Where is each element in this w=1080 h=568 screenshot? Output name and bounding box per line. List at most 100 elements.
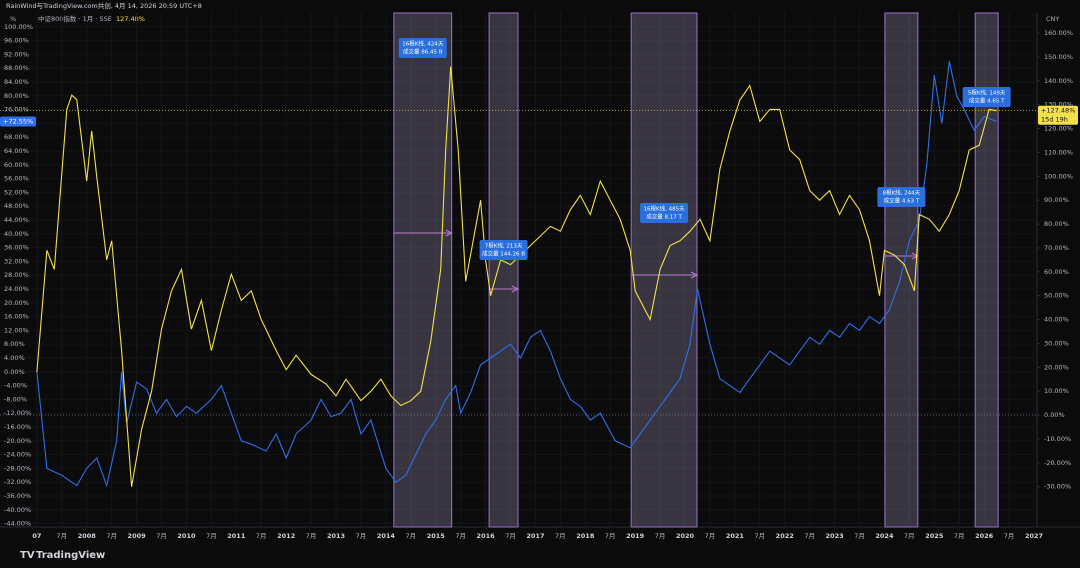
x-tick-label: 7月 xyxy=(505,532,516,540)
y2-tick-label: 30.00% xyxy=(1044,339,1069,347)
y2-tick-label: 120.00% xyxy=(1044,125,1073,133)
y-tick-label: 0.00% xyxy=(4,368,25,376)
x-tick-label: 2012 xyxy=(277,532,295,540)
last-value-badge xyxy=(0,116,36,127)
x-tick-label: 7月 xyxy=(954,532,965,540)
range-label-box xyxy=(962,87,1011,107)
x-tick-label: 2025 xyxy=(925,532,944,540)
x-tick-label: 2009 xyxy=(128,532,147,540)
x-tick-label: 7月 xyxy=(405,532,416,540)
range-label: 16根K线, 424天 xyxy=(402,40,444,48)
range-volume: 成交量 8.17 T xyxy=(646,213,682,221)
y-tick-label: 92.00% xyxy=(4,50,29,58)
series-line xyxy=(36,66,997,487)
y2-tick-label: 140.00% xyxy=(1044,77,1073,85)
x-tick-label: 07 xyxy=(32,532,41,540)
y-tick-label: -44.00% xyxy=(4,520,31,528)
y2-tick-label: 50.00% xyxy=(1044,292,1069,300)
x-tick-label: 7月 xyxy=(854,532,865,540)
brand-name: TradingView xyxy=(36,550,105,561)
y2-tick-label: 100.00% xyxy=(1044,172,1073,180)
date-range xyxy=(393,12,453,528)
x-tick-label: 7月 xyxy=(455,532,466,540)
x-tick-label: 2017 xyxy=(526,532,544,540)
brand: TV TradingView xyxy=(20,550,105,561)
range-label-box xyxy=(479,240,528,260)
x-tick-label: 2018 xyxy=(576,532,595,540)
y-tick-label: 56.00% xyxy=(4,175,29,183)
x-tick-label: 7月 xyxy=(206,532,217,540)
x-tick-label: 7月 xyxy=(106,532,117,540)
y-tick-label: -40.00% xyxy=(4,506,31,514)
y-tick-label: -28.00% xyxy=(4,464,31,472)
x-tick-label: 7月 xyxy=(904,532,915,540)
x-tick-label: 2023 xyxy=(826,532,844,540)
x-tick-label: 2016 xyxy=(477,532,496,540)
y2-unit: CNY xyxy=(1046,15,1059,23)
y-tick-label: -36.00% xyxy=(4,492,31,500)
y2-tick-label: 130.00% xyxy=(1044,101,1073,109)
y-tick-label: 52.00% xyxy=(4,188,29,196)
y-tick-label: 20.00% xyxy=(4,299,29,307)
y2-tick-label: 160.00% xyxy=(1044,29,1073,37)
x-tick-label: 2010 xyxy=(177,532,196,540)
x-tick-label: 2020 xyxy=(676,532,695,540)
y2-tick-label: 40.00% xyxy=(1044,316,1069,324)
y-tick-label: 88.00% xyxy=(4,64,29,72)
y-tick-label: 12.00% xyxy=(4,326,29,334)
x-tick-label: 2026 xyxy=(975,532,994,540)
last-value-label: +127.48% xyxy=(1041,107,1075,115)
y2-tick-label: 90.00% xyxy=(1044,196,1069,204)
date-range xyxy=(488,12,519,528)
y-tick-label: -8.00% xyxy=(4,395,27,403)
y2-tick-label: 70.00% xyxy=(1044,244,1069,252)
x-tick-label: 7月 xyxy=(356,532,367,540)
y2-tick-label: -10.00% xyxy=(1044,435,1071,443)
brand-logo: TV xyxy=(20,550,35,561)
y-tick-label: 60.00% xyxy=(4,161,29,169)
x-tick-label: 2008 xyxy=(78,532,97,540)
y-tick-label: 80.00% xyxy=(4,92,29,100)
x-tick-label: 7月 xyxy=(605,532,616,540)
y2-tick-label: -20.00% xyxy=(1044,459,1071,467)
y2-tick-label: 150.00% xyxy=(1044,53,1073,61)
x-tick-label: 7月 xyxy=(705,532,716,540)
range-label-box xyxy=(640,203,689,223)
range-label: 5根K线, 149天 xyxy=(968,89,1006,97)
range-arrow-head xyxy=(911,252,919,260)
y-tick-label: 96.00% xyxy=(4,37,29,45)
y2-tick-label: 10.00% xyxy=(1044,387,1069,395)
y-tick-label: -16.00% xyxy=(4,423,31,431)
x-tick-label: 2015 xyxy=(427,532,446,540)
y-tick-label: 44.00% xyxy=(4,216,29,224)
y-tick-label: -12.00% xyxy=(4,409,31,417)
y-tick-label: 64.00% xyxy=(4,147,29,155)
range-label: 7根K线, 213天 xyxy=(485,242,523,250)
x-tick-label: 7月 xyxy=(754,532,765,540)
y-tick-label: 8.00% xyxy=(4,340,25,348)
last-value-label: +72.55% xyxy=(3,117,33,125)
x-tick-label: 2013 xyxy=(327,532,345,540)
x-tick-label: 7月 xyxy=(256,532,267,540)
x-tick-label: 2022 xyxy=(776,532,794,540)
x-tick-label: 2021 xyxy=(726,532,745,540)
x-tick-label: 7月 xyxy=(804,532,815,540)
range-label-box xyxy=(398,38,447,58)
y2-tick-label: 80.00% xyxy=(1044,220,1069,228)
y-tick-label: 28.00% xyxy=(4,271,29,279)
date-range xyxy=(884,12,919,528)
range-volume: 成交量 4.63 T xyxy=(884,197,920,205)
header: RainWind与TradingView.com共创, 4月 14, 2026 … xyxy=(6,1,202,10)
x-tick-label: 7月 xyxy=(1004,532,1015,540)
y-tick-label: 24.00% xyxy=(4,285,29,293)
range-arrow-head xyxy=(511,285,520,293)
x-tick-label: 2011 xyxy=(227,532,246,540)
y-unit: % xyxy=(10,15,16,23)
y-tick-label: -24.00% xyxy=(4,451,31,459)
y2-tick-label: 110.00% xyxy=(1044,148,1073,156)
date-range xyxy=(630,12,698,528)
countdown: 15d 19h xyxy=(1041,116,1068,124)
y-tick-label: 68.00% xyxy=(4,133,29,141)
y2-tick-label: -30.00% xyxy=(1044,483,1071,491)
range-volume: 成交量 144.26 B xyxy=(482,250,525,258)
